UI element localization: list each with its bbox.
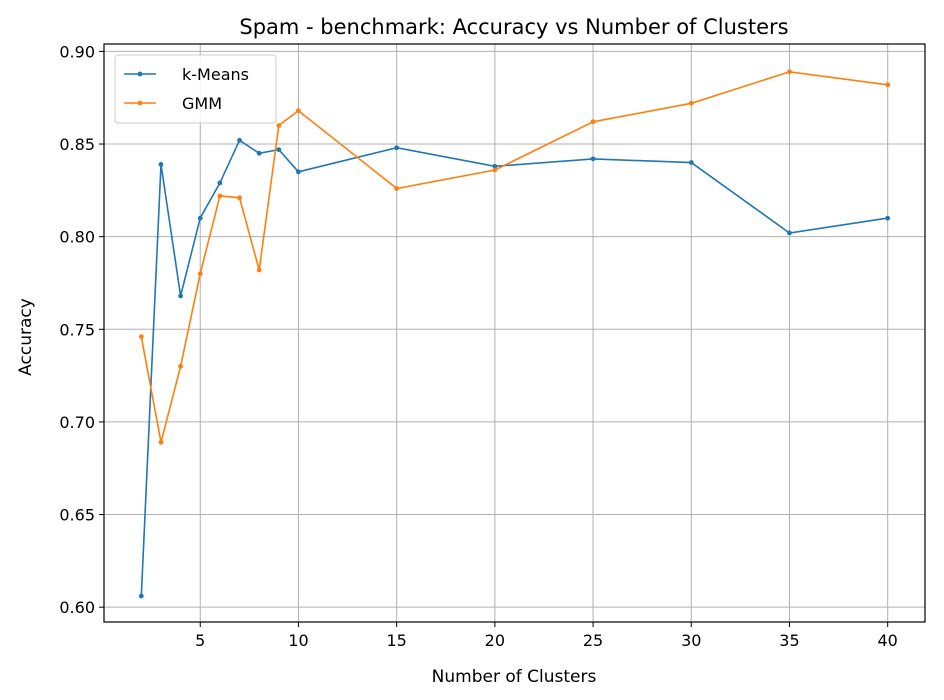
legend-box <box>114 54 277 124</box>
data-point-gmm <box>276 123 282 128</box>
data-point-gmm <box>590 119 596 125</box>
grid-lines <box>104 44 925 622</box>
legend-marker <box>137 71 143 77</box>
data-point-k-means <box>787 230 792 236</box>
data-point-k-means <box>590 156 596 162</box>
data-point-gmm <box>217 193 223 199</box>
data-point-k-means <box>217 180 223 186</box>
series-line-gmm <box>140 70 888 443</box>
data-point-k-means <box>492 163 498 169</box>
axis-ticks: 5 10 15 20 25 30 35 40 0.60 0.65 0.70 0.75 0.80 0.85 0… <box>59 42 897 650</box>
data-point-gmm <box>296 108 301 114</box>
data-point-gmm <box>197 271 203 277</box>
plot-frame <box>103 43 926 623</box>
y-tick-label: 0.75 <box>59 320 95 339</box>
data-point-gmm <box>394 186 400 191</box>
y-tick-label: 0.65 <box>59 506 95 525</box>
data-point-k-means <box>256 150 262 156</box>
data-point-k-means <box>138 593 144 599</box>
y-tick-label: 0.70 <box>59 413 95 432</box>
chart-title: Spam - benchmark: Accuracy vs Number of … <box>239 15 788 39</box>
x-tick-label: 5 <box>195 631 205 650</box>
x-tick-label: 20 <box>485 631 505 650</box>
data-point-k-means <box>296 169 301 175</box>
data-point-gmm <box>237 195 242 201</box>
y-axis-label: Accuracy <box>16 298 36 376</box>
series-k-means <box>138 137 891 599</box>
data-point-k-means <box>178 293 184 299</box>
x-tick-label: 30 <box>681 631 701 650</box>
data-point-gmm <box>178 363 184 369</box>
data-point-gmm <box>158 439 164 445</box>
data-point-k-means <box>237 137 242 143</box>
data-point-k-means <box>688 160 694 165</box>
legend-item-gmm: GMM <box>124 94 222 113</box>
x-tick-label: 35 <box>779 631 799 650</box>
legend-label: k-Means <box>182 65 249 84</box>
data-point-gmm <box>256 267 262 273</box>
series-line-k-means <box>140 139 888 597</box>
data-point-k-means <box>394 145 400 151</box>
data-point-gmm <box>492 167 498 173</box>
series-layer <box>138 69 891 599</box>
y-tick-label: 0.60 <box>59 598 95 617</box>
legend-item-k-means: k-Means <box>124 65 249 84</box>
x-tick-label: 25 <box>583 631 603 650</box>
legend-label: GMM <box>182 94 222 113</box>
data-point-gmm <box>138 334 144 340</box>
x-tick-label: 10 <box>288 631 308 650</box>
y-tick-label: 0.80 <box>59 228 95 247</box>
data-point-k-means <box>197 215 203 221</box>
y-tick-label: 0.85 <box>59 135 95 154</box>
y-tick-label: 0.90 <box>59 42 95 61</box>
data-point-gmm <box>787 69 792 75</box>
legend: k-Means GMM <box>114 54 277 124</box>
x-tick-label: 15 <box>386 631 406 650</box>
data-point-k-means <box>276 147 282 152</box>
x-tick-label: 40 <box>878 631 898 650</box>
data-point-gmm <box>688 100 694 106</box>
data-point-k-means <box>885 215 891 221</box>
x-axis-label: Number of Clusters <box>432 667 597 687</box>
data-point-k-means <box>158 162 164 167</box>
legend-marker <box>137 100 143 106</box>
data-point-gmm <box>885 82 891 88</box>
series-gmm <box>138 69 891 445</box>
